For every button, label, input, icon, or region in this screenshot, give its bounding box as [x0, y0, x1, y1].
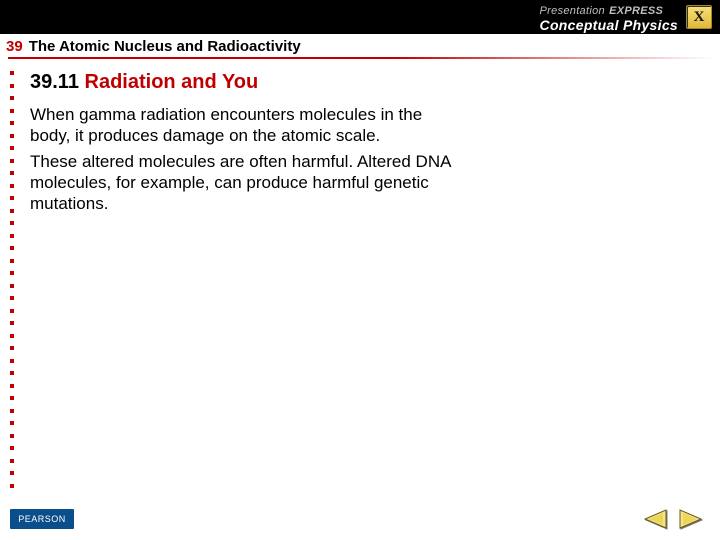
- publisher-logo: PEARSON: [10, 509, 74, 529]
- close-button[interactable]: X: [686, 5, 712, 29]
- bullet-dot: [10, 159, 14, 163]
- bullet-dot: [10, 409, 14, 413]
- next-button[interactable]: [676, 507, 706, 531]
- bullet-dot: [10, 71, 14, 75]
- bullet-dot: [10, 309, 14, 313]
- nav-arrows: [640, 507, 706, 531]
- bullet-dot: [10, 471, 14, 475]
- book-title: Conceptual Physics: [540, 17, 678, 33]
- bullet-dot: [10, 146, 14, 150]
- bullet-dot: [10, 221, 14, 225]
- bullet-dot: [10, 84, 14, 88]
- bullet-dot: [10, 259, 14, 263]
- section-number: 39.11: [30, 71, 79, 93]
- footer: PEARSON: [0, 502, 720, 540]
- paragraph-1: When gamma radiation encounters molecule…: [30, 104, 460, 147]
- bullet-dot: [10, 459, 14, 463]
- bullet-dot: [10, 196, 14, 200]
- bullet-dot: [10, 484, 14, 488]
- bullet-dot: [10, 209, 14, 213]
- bullet-dot: [10, 396, 14, 400]
- section-heading: 39.11 Radiation and You: [30, 71, 702, 94]
- bullet-dot: [10, 434, 14, 438]
- bullet-dot: [10, 171, 14, 175]
- bullet-dot: [10, 109, 14, 113]
- arrow-right-icon: [678, 509, 704, 529]
- title-bar: Presentation EXPRESS Conceptual Physics …: [0, 0, 720, 34]
- bullet-dot: [10, 371, 14, 375]
- close-icon: X: [694, 9, 705, 26]
- bullet-dot-column: [10, 71, 16, 488]
- bullet-dot: [10, 234, 14, 238]
- paragraph-2: These altered molecules are often harmfu…: [30, 151, 460, 215]
- prev-button[interactable]: [640, 507, 670, 531]
- slide-content: 39.11 Radiation and You When gamma radia…: [0, 59, 720, 214]
- brand-prefix: Presentation: [540, 5, 605, 17]
- chapter-header: 39 The Atomic Nucleus and Radioactivity: [0, 34, 720, 57]
- brand-block: Presentation EXPRESS Conceptual Physics: [540, 1, 678, 33]
- bullet-dot: [10, 446, 14, 450]
- brand-express: EXPRESS: [609, 5, 663, 17]
- bullet-dot: [10, 184, 14, 188]
- chapter-title: The Atomic Nucleus and Radioactivity: [29, 38, 301, 55]
- bullet-dot: [10, 384, 14, 388]
- bullet-dot: [10, 321, 14, 325]
- arrow-left-icon: [642, 509, 668, 529]
- bullet-dot: [10, 421, 14, 425]
- bullet-dot: [10, 246, 14, 250]
- bullet-dot: [10, 134, 14, 138]
- bullet-dot: [10, 346, 14, 350]
- chapter-number: 39: [6, 38, 23, 55]
- bullet-dot: [10, 359, 14, 363]
- bullet-dot: [10, 271, 14, 275]
- publisher-name: PEARSON: [18, 514, 66, 524]
- bullet-dot: [10, 121, 14, 125]
- section-title: Radiation and You: [85, 71, 259, 93]
- bullet-dot: [10, 284, 14, 288]
- body-text: When gamma radiation encounters molecule…: [30, 104, 460, 214]
- bullet-dot: [10, 334, 14, 338]
- bullet-dot: [10, 96, 14, 100]
- bullet-dot: [10, 296, 14, 300]
